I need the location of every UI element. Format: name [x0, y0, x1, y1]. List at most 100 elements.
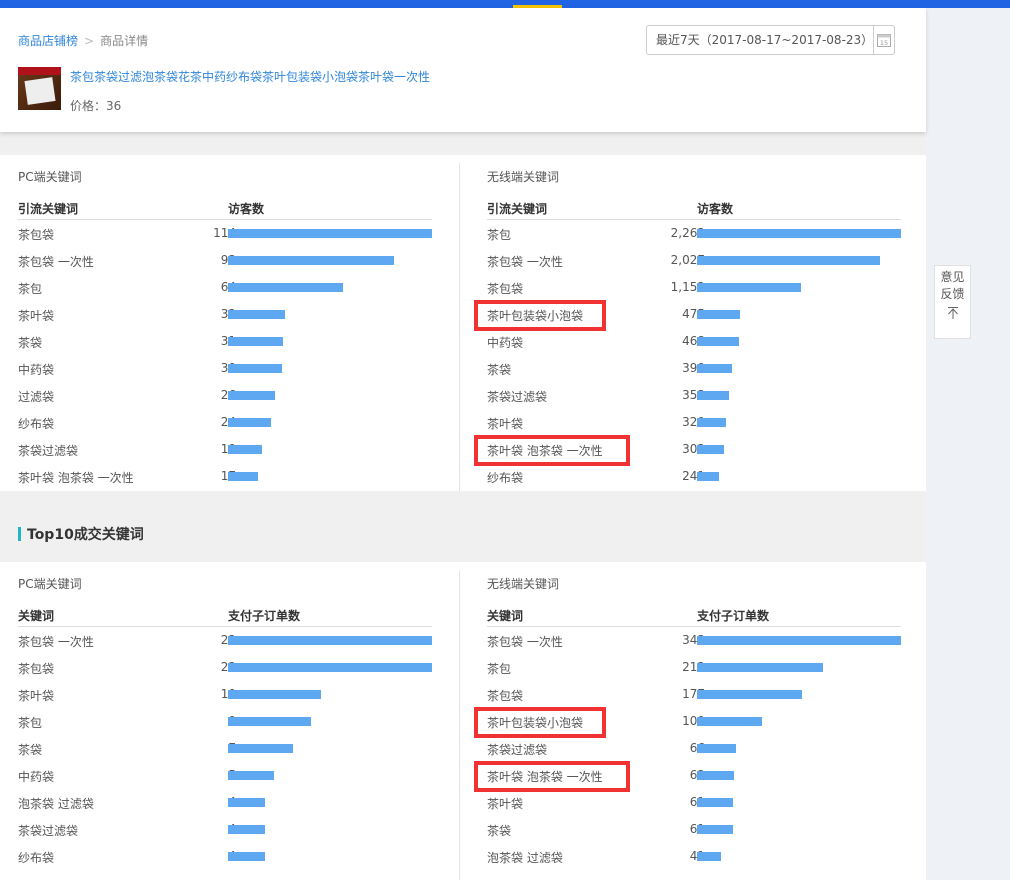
breadcrumb-current: 商品详情 [100, 34, 149, 48]
keyword-label: 茶袋过滤袋 [487, 743, 548, 757]
section-header-deal-keywords: Top10成交关键词 [0, 508, 926, 562]
value-bar [697, 256, 880, 265]
value-bar [697, 636, 901, 645]
table-row: 中药袋5 [18, 762, 432, 789]
product-title-link[interactable]: 茶包茶袋过滤泡茶袋花茶中药纱布袋茶叶包装袋小泡袋茶叶袋一次性 [70, 70, 431, 84]
value-bar [697, 445, 724, 454]
value-column-header: 访客数 [228, 202, 265, 216]
value-column-header: 支付子订单数 [228, 609, 301, 623]
feedback-widget[interactable]: 意见 反馈 [934, 265, 971, 339]
table-row: 茶包 2,262 [487, 220, 901, 247]
table-row: 茶包袋22 [18, 654, 432, 681]
value-bar [228, 717, 311, 726]
keyword-label: 茶叶袋 [18, 309, 55, 323]
value-label: 2,262 [670, 226, 705, 240]
keyword-label: 茶包袋 [18, 228, 55, 242]
table-row: 茶袋过滤袋4 [18, 816, 432, 843]
pc-table-header: 关键词 支付子订单数 [18, 607, 432, 627]
keyword-column-header: 关键词 [18, 609, 55, 623]
keyword-label: 茶包 [487, 228, 512, 242]
value-bar [228, 852, 265, 861]
date-range-label[interactable]: 最近7天（2017-08-17~2017-08-23） [647, 26, 875, 54]
keyword-label: 茶包袋 一次性 [18, 635, 94, 649]
section-marker [18, 527, 21, 541]
active-tab-indicator [513, 5, 562, 8]
keyword-label: 茶叶袋 泡茶袋 一次性 [487, 444, 603, 458]
pc-table-title: PC端关键词 [18, 577, 82, 591]
product-thumbnail[interactable] [18, 67, 61, 110]
value-bar [697, 229, 901, 238]
table-row: 茶袋过滤袋 353 [487, 382, 901, 409]
highlight-box [474, 300, 606, 331]
table-row: 中药袋 468 [487, 328, 901, 355]
value-bar [228, 825, 265, 834]
keyword-column-header: 关键词 [487, 609, 524, 623]
calendar-icon[interactable]: 15 [874, 26, 894, 54]
table-row: 泡茶袋 过滤袋4 [18, 789, 432, 816]
keyword-label: 茶叶包装袋小泡袋 [487, 716, 584, 730]
highlight-box [474, 435, 630, 466]
value-bar [228, 418, 271, 427]
keyword-column-header: 引流关键词 [18, 202, 79, 216]
value-bar [697, 418, 726, 427]
value-bar [228, 364, 282, 373]
keyword-label: 过滤袋 [18, 390, 55, 404]
table-row: 纱布袋4 [18, 843, 432, 870]
mobile-table-header: 引流关键词 访客数 [487, 200, 901, 220]
value-bar [228, 337, 283, 346]
value-bar [697, 663, 823, 672]
table-row: 纱布袋 241 [487, 463, 901, 490]
table-row: 茶袋31 [18, 328, 432, 355]
value-bar [697, 391, 729, 400]
table-row: 茶包袋 一次性 2,027 [487, 247, 901, 274]
table-row: 茶包64 [18, 274, 432, 301]
keyword-label: 茶袋过滤袋 [487, 390, 548, 404]
date-range-picker[interactable]: 最近7天（2017-08-17~2017-08-23） 15 [646, 25, 895, 55]
value-bar [228, 744, 293, 753]
table-row: 茶包9 [18, 708, 432, 735]
keyword-label: 纱布袋 [18, 851, 55, 865]
table-row: 茶叶袋 320 [487, 409, 901, 436]
value-bar [228, 798, 265, 807]
table-row: 茶包袋 177 [487, 681, 901, 708]
value-column-header: 访客数 [697, 202, 734, 216]
value-bar [697, 690, 802, 699]
value-bar [697, 337, 739, 346]
table-row: 茶包袋 一次性 343 [487, 627, 901, 654]
value-bar [228, 256, 394, 265]
value-bar [697, 717, 762, 726]
breadcrumb-separator: > [84, 34, 95, 48]
table-row: 茶叶袋 泡茶袋 一次性62 [474, 761, 901, 792]
keyword-label: 茶包袋 一次性 [487, 635, 563, 649]
table-row: 中药袋30 [18, 355, 432, 382]
table-row: 茶叶包装袋小泡袋 109 [474, 707, 901, 738]
value-bar [697, 310, 740, 319]
value-bar [228, 445, 262, 454]
column-divider [459, 570, 460, 880]
feedback-label-2[interactable]: 反馈 [940, 287, 965, 301]
table-row: 茶袋7 [18, 735, 432, 762]
keyword-label: 纱布袋 [18, 417, 55, 431]
keyword-label: 茶袋 [487, 824, 512, 838]
keyword-label: 茶叶袋 [487, 797, 524, 811]
feedback-label-1[interactable]: 意见 [940, 270, 965, 284]
value-bar [228, 229, 432, 238]
back-to-top-icon[interactable] [935, 306, 970, 325]
table-row: 茶包袋 114 [18, 220, 432, 247]
table-row: 茶袋61 [487, 816, 901, 843]
keyword-label: 茶袋 [18, 336, 43, 350]
product-price: 价格：36 [70, 99, 122, 113]
column-divider [459, 163, 460, 491]
keyword-label: 茶包袋 [18, 662, 55, 676]
keyword-column-header: 引流关键词 [487, 202, 548, 216]
keyword-label: 茶叶袋 泡茶袋 一次性 [487, 770, 603, 784]
pc-table-header: 引流关键词 访客数 [18, 200, 432, 220]
keyword-label: 泡茶袋 过滤袋 [487, 851, 563, 865]
table-row: 茶包袋 一次性93 [18, 247, 432, 274]
breadcrumb-parent-link[interactable]: 商品店铺榜 [18, 34, 79, 48]
mobile-table-title: 无线端关键词 [487, 577, 560, 591]
keyword-label: 茶包袋 [487, 689, 524, 703]
keyword-label: 茶叶袋 泡茶袋 一次性 [18, 471, 134, 485]
